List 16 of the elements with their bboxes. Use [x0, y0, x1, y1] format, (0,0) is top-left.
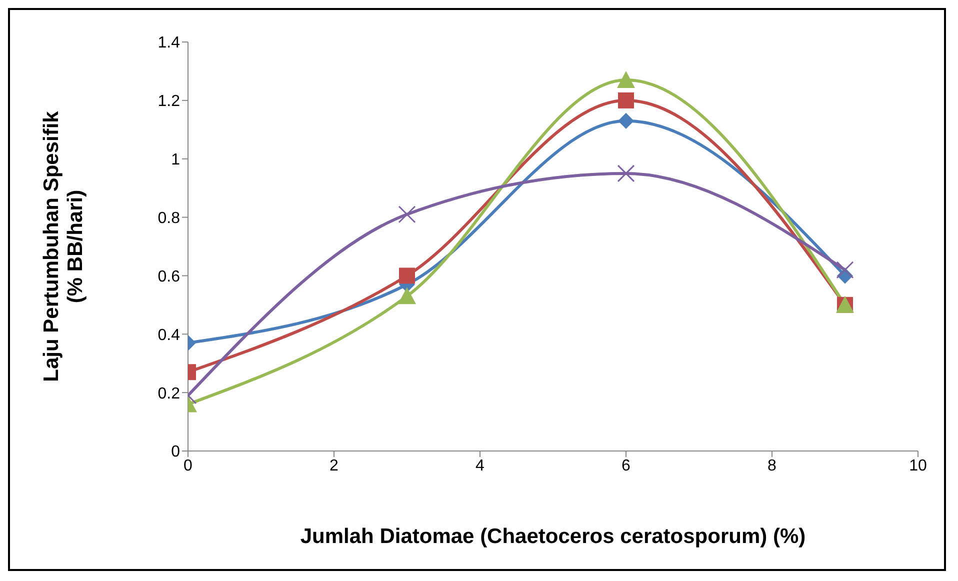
x-tick-label: 10 — [909, 457, 927, 474]
x-tick-label: 2 — [330, 457, 339, 474]
y-tick-label: 0 — [171, 444, 180, 461]
y-tick-label: 0.2 — [158, 385, 180, 402]
y-tick-label: 1.4 — [158, 34, 180, 52]
y-tick-label: 1 — [171, 152, 180, 169]
y-tick-label: 1.2 — [158, 93, 180, 110]
x-axis-title: Jumlah Diatomae (Chaetoceros ceratosporum) (%) — [300, 525, 806, 548]
y-tick-label: 0.4 — [158, 326, 180, 344]
y-axis-title: Laju Pertumbuhan Spesifik (% BB/hari) — [40, 110, 87, 382]
x-tick-label: 4 — [476, 457, 485, 474]
y-tick-label: 0.8 — [158, 210, 180, 227]
y-tick-label: 0.6 — [158, 268, 180, 286]
x-tick-label: 0 — [184, 457, 193, 474]
x-tick-label: 8 — [768, 457, 777, 474]
x-tick-label: 6 — [622, 457, 631, 474]
